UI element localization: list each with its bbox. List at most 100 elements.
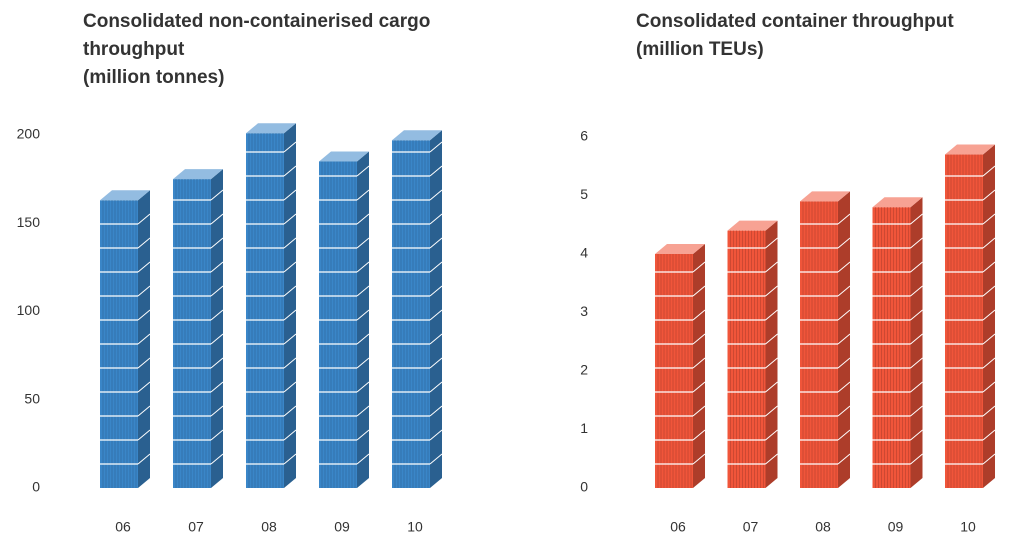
bar-seam	[429, 285, 443, 297]
bar-seam	[429, 309, 443, 321]
bar-seam	[982, 453, 996, 465]
bar-seam	[910, 429, 923, 441]
bar-top	[392, 130, 442, 141]
y-tick-label: 50	[24, 390, 40, 406]
bar-seam	[356, 453, 370, 465]
bar-top	[945, 144, 995, 155]
bar-side	[357, 151, 369, 488]
bar-seam	[429, 429, 443, 441]
bar-seam	[137, 261, 151, 273]
bar-seam	[982, 333, 996, 345]
bar-seam	[837, 453, 851, 465]
bar-seam	[982, 429, 996, 441]
bar-seam	[910, 405, 923, 417]
bar-seam	[982, 213, 996, 225]
bar-seam	[982, 165, 996, 177]
bar-seam	[137, 405, 151, 417]
bar-seam	[692, 333, 706, 345]
bar-seam	[837, 381, 851, 393]
bar-seam	[137, 453, 151, 465]
bar	[945, 144, 996, 489]
bar-seam	[356, 333, 370, 345]
bar-seam	[210, 213, 224, 225]
bar-seam	[210, 237, 224, 249]
y-tick-label: 4	[580, 245, 588, 261]
bar-seam	[283, 285, 297, 297]
bar-seam	[765, 285, 778, 297]
bar-seam	[982, 381, 996, 393]
bar-seam	[837, 213, 851, 225]
bar-seam	[137, 381, 151, 393]
bar-seam	[283, 189, 297, 201]
bar-top	[727, 220, 778, 231]
y-tick-label: 2	[580, 362, 588, 378]
bar-seam	[210, 309, 224, 321]
bar-seam	[210, 381, 224, 393]
bar-seam	[283, 261, 297, 273]
bar-seam	[356, 309, 370, 321]
y-tick-label: 0	[32, 479, 40, 495]
bar	[246, 123, 297, 489]
bar	[727, 220, 778, 488]
bar-seam	[429, 189, 443, 201]
bar-seam	[429, 381, 443, 393]
x-tick-label: 10	[960, 519, 976, 535]
bar-seam	[765, 381, 778, 393]
x-tick-label: 06	[670, 519, 686, 535]
bar-seam	[137, 429, 151, 441]
bar-seam	[765, 309, 778, 321]
bar-seam	[283, 333, 297, 345]
bar-seam	[982, 189, 996, 201]
bar-seam	[356, 189, 370, 201]
bar	[872, 197, 923, 488]
chart-subtitle: (million tonnes)	[83, 67, 225, 88]
bar-seam	[283, 237, 297, 249]
bar-seam	[837, 357, 851, 369]
bar-seam	[429, 213, 443, 225]
bar-seam	[283, 381, 297, 393]
bar-side	[838, 191, 850, 488]
bar-seam	[210, 429, 224, 441]
bar-seam	[837, 405, 851, 417]
bar-side	[284, 123, 296, 489]
bar-seam	[356, 261, 370, 273]
bar-seam	[210, 333, 224, 345]
bar-seam	[910, 453, 923, 465]
x-tick-label: 08	[261, 519, 277, 535]
bar-seam	[765, 453, 778, 465]
bar-side	[765, 220, 778, 488]
bar-top	[246, 123, 296, 134]
bar-seam	[137, 237, 151, 249]
bar-seam	[210, 285, 224, 297]
bar-seam	[982, 405, 996, 417]
bar-seam	[429, 405, 443, 417]
y-tick-label: 100	[17, 302, 41, 318]
bar-seam	[283, 213, 297, 225]
bar-seam	[210, 405, 224, 417]
bar-seam	[137, 309, 151, 321]
bar-seam	[283, 453, 297, 465]
bar-seam	[837, 261, 851, 273]
bar-seam	[356, 381, 370, 393]
bar-seam	[210, 357, 224, 369]
bar-seam	[429, 141, 443, 153]
x-tick-label: 07	[188, 519, 204, 535]
bar-seam	[429, 237, 443, 249]
bar-seam	[692, 285, 706, 297]
bar-seam	[982, 309, 996, 321]
bar-top	[655, 244, 705, 254]
bar-seam	[910, 333, 923, 345]
x-tick-label: 09	[888, 519, 904, 535]
bar-seam	[692, 381, 706, 393]
bar-seam	[765, 333, 778, 345]
bar-seam	[356, 213, 370, 225]
bar-seam	[137, 285, 151, 297]
bar-seam	[429, 165, 443, 177]
bar-seam	[765, 357, 778, 369]
bar-seam	[837, 285, 851, 297]
bar-seam	[137, 357, 151, 369]
x-tick-label: 10	[407, 519, 423, 535]
bar-seam	[210, 189, 224, 201]
bar-seam	[283, 309, 297, 321]
